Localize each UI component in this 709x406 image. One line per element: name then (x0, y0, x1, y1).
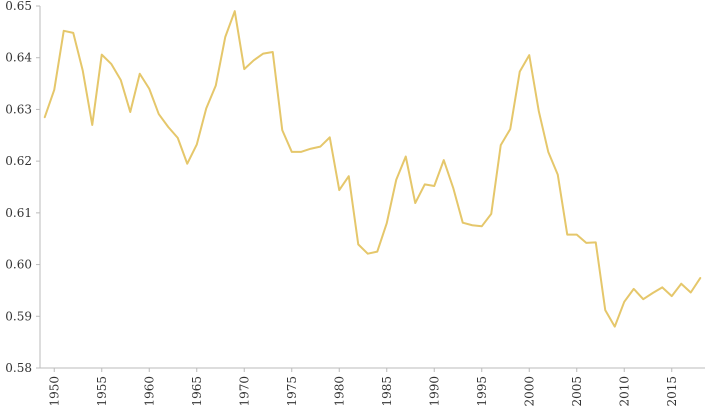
y-axis-ticks: 0.58 0.59 0.60 0.61 0.62 0.63 0.64 0.65 (5, 0, 40, 375)
data-point (329, 136, 331, 138)
data-point (291, 151, 293, 153)
y-tick-label: 0.59 (5, 309, 32, 323)
data-point (186, 163, 188, 165)
data-point (120, 79, 122, 81)
x-tick-label: 2010 (617, 376, 631, 406)
data-point (509, 128, 511, 130)
data-point (262, 53, 264, 55)
data-point (63, 30, 65, 32)
x-tick-label: 1975 (285, 376, 299, 406)
y-tick-label: 0.61 (5, 206, 32, 220)
data-point (53, 89, 55, 91)
data-point (158, 113, 160, 115)
data-point (519, 71, 521, 73)
data-point (300, 151, 302, 153)
y-tick-label: 0.60 (5, 258, 32, 272)
data-point (557, 174, 559, 176)
x-tick-label: 1985 (380, 376, 394, 406)
data-point (462, 222, 464, 224)
data-point (433, 185, 435, 187)
data-point (281, 129, 283, 131)
data-point (44, 116, 46, 118)
data-point (595, 241, 597, 243)
data-point (500, 144, 502, 146)
data-point (585, 242, 587, 244)
data-point (528, 54, 530, 56)
data-point (566, 234, 568, 236)
data-point (547, 151, 549, 153)
data-point (623, 301, 625, 303)
data-point (91, 124, 93, 126)
data-point (414, 202, 416, 204)
x-tick-label: 1980 (332, 376, 346, 406)
data-point (310, 148, 312, 150)
x-tick-label: 2015 (665, 376, 679, 406)
x-tick-label: 1995 (475, 376, 489, 406)
data-point (471, 224, 473, 226)
data-point (699, 277, 701, 279)
data-point (215, 85, 217, 87)
data-point (395, 179, 397, 181)
data-point (243, 68, 245, 70)
data-point (576, 234, 578, 236)
series-layer (43, 10, 702, 328)
data-point (234, 10, 236, 12)
x-tick-label: 1990 (427, 376, 441, 406)
data-point (367, 253, 369, 255)
data-point (72, 32, 74, 34)
data-point (82, 70, 84, 72)
data-point (633, 288, 635, 290)
x-tick-label: 2005 (570, 376, 584, 406)
x-tick-label: 1965 (190, 376, 204, 406)
y-tick-label: 0.65 (5, 0, 32, 13)
y-tick-label: 0.62 (5, 154, 32, 168)
data-point (167, 126, 169, 128)
data-point (614, 326, 616, 328)
data-point (424, 183, 426, 185)
data-point (690, 292, 692, 294)
data-point (253, 59, 255, 61)
x-tick-label: 1970 (237, 376, 251, 406)
data-point (680, 283, 682, 285)
data-point (642, 298, 644, 300)
series-line (43, 10, 702, 328)
x-tick-label: 1960 (142, 376, 156, 406)
x-tick-label: 2000 (522, 376, 536, 406)
data-point (405, 155, 407, 157)
data-point (481, 225, 483, 227)
data-point (110, 63, 112, 65)
data-point (319, 146, 321, 148)
data-point (148, 88, 150, 90)
data-point (452, 187, 454, 189)
data-point (376, 251, 378, 253)
data-point (272, 51, 274, 53)
data-point (129, 111, 131, 113)
data-point (196, 144, 198, 146)
data-point (205, 107, 207, 109)
y-tick-label: 0.64 (5, 51, 32, 65)
data-point (101, 54, 103, 56)
data-point (538, 110, 540, 112)
y-tick-label: 0.63 (5, 102, 32, 116)
y-tick-label: 0.58 (5, 361, 32, 375)
data-point (443, 159, 445, 161)
data-point (671, 295, 673, 297)
data-point (224, 36, 226, 38)
data-point (357, 243, 359, 245)
data-point (604, 309, 606, 311)
data-point (338, 189, 340, 191)
data-point (348, 175, 350, 177)
x-tick-label: 1950 (47, 376, 61, 406)
data-point (177, 137, 179, 139)
x-axis-ticks: 1950 1955 1960 1965 1970 1975 1980 1985 1990 1995… (47, 368, 679, 406)
data-point (652, 292, 654, 294)
data-point (139, 73, 141, 75)
data-point (661, 286, 663, 288)
data-point (490, 213, 492, 215)
data-point (386, 222, 388, 224)
x-tick-label: 1955 (95, 376, 109, 406)
